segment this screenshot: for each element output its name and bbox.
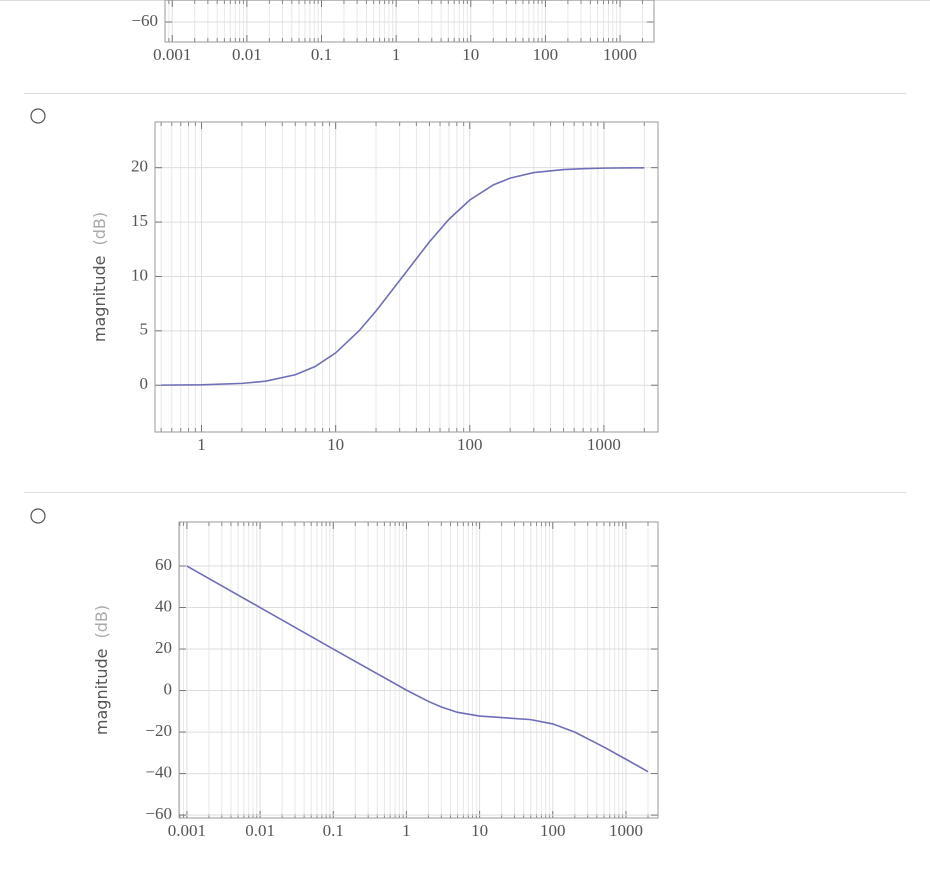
y-tick-label: 0 xyxy=(140,374,149,393)
x-tick-label: 10 xyxy=(462,45,479,64)
curve xyxy=(161,166,645,386)
x-tick-label: 10 xyxy=(471,821,488,840)
x-tick-label: 0.01 xyxy=(245,821,275,840)
x-tick-label: 1 xyxy=(402,821,411,840)
x-tick-label: 0.01 xyxy=(232,45,262,64)
x-tick-label: 100 xyxy=(540,821,566,840)
x-tick-label: 1000 xyxy=(603,45,637,64)
x-tick-label: 1 xyxy=(197,435,206,454)
y-tick-label: −60 xyxy=(131,11,158,30)
y-tick-label: 60 xyxy=(155,555,172,574)
y-axis-unit: (dB) xyxy=(92,605,111,639)
x-tick-label: 0.1 xyxy=(311,45,332,64)
x-tick-label: 0.1 xyxy=(323,821,344,840)
y-tick-label: 5 xyxy=(140,320,149,339)
radio-option[interactable] xyxy=(30,508,46,524)
y-axis-name: magnitude xyxy=(92,649,111,736)
y-tick-label: 20 xyxy=(131,157,148,176)
x-tick-label: 1 xyxy=(392,45,401,64)
y-tick-label: 15 xyxy=(131,211,148,230)
curve xyxy=(186,565,649,773)
x-tick-label: 1000 xyxy=(609,821,643,840)
plot-frame xyxy=(154,121,659,433)
y-tick-label: −40 xyxy=(145,762,172,781)
x-tick-label: 100 xyxy=(533,45,559,64)
y-axis-label: magnitude (dB) xyxy=(90,212,109,342)
y-tick-label: 10 xyxy=(131,265,148,284)
y-tick-label: 0 xyxy=(164,679,173,698)
x-tick-label: 100 xyxy=(457,435,483,454)
plot-frame xyxy=(164,0,655,43)
y-tick-label: −60 xyxy=(145,804,172,823)
y-axis-name: magnitude xyxy=(90,256,109,343)
y-tick-label: −20 xyxy=(145,721,172,740)
x-tick-label: 0.001 xyxy=(168,821,206,840)
plot-frame xyxy=(178,521,659,819)
y-axis-label: magnitude (dB) xyxy=(92,605,111,735)
radio-option[interactable] xyxy=(30,108,46,124)
x-tick-label: 10 xyxy=(327,435,344,454)
y-tick-label: 20 xyxy=(155,638,172,657)
y-axis-unit: (dB) xyxy=(90,212,109,246)
x-tick-label: 1000 xyxy=(587,435,621,454)
y-tick-label: 40 xyxy=(155,596,172,615)
x-tick-label: 0.001 xyxy=(153,45,191,64)
